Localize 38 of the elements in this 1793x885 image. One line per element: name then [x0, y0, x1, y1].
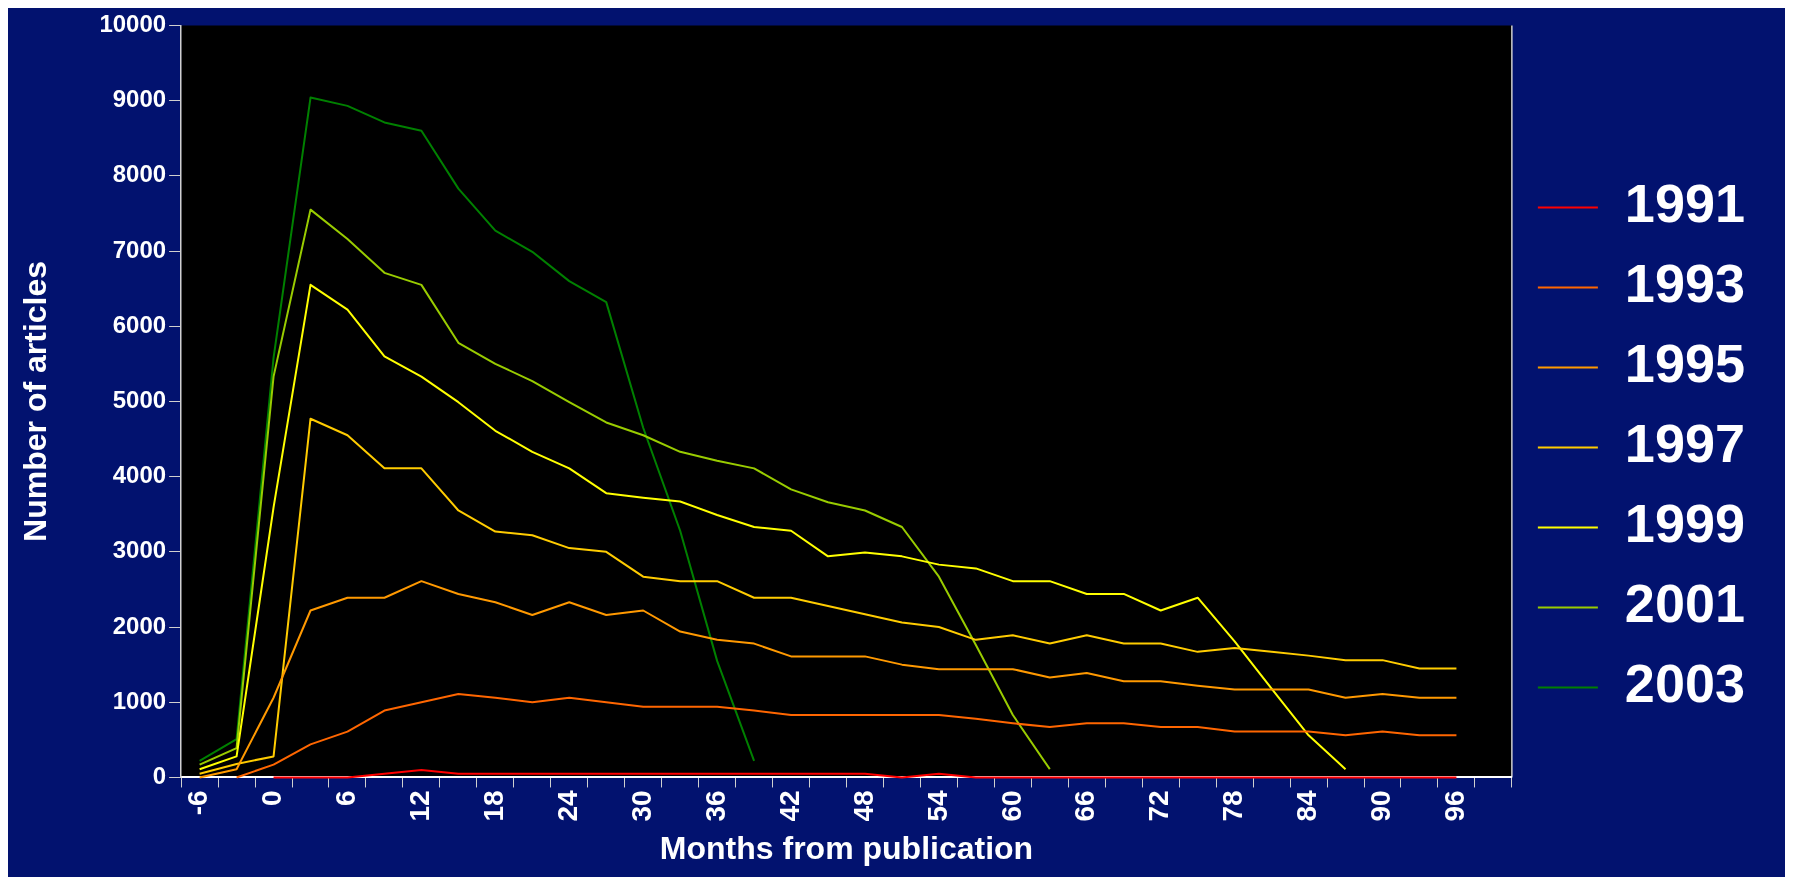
y-tick-label: 9000 — [112, 85, 167, 113]
legend-label: 1991 — [1624, 173, 1746, 234]
x-tick-label: 30 — [625, 790, 657, 822]
y-tick-label: 8000 — [112, 160, 167, 188]
legend-label: 2001 — [1624, 573, 1746, 634]
x-tick-label: 90 — [1365, 790, 1397, 822]
y-tick-label: 2000 — [112, 611, 167, 639]
legend-label: 1997 — [1624, 413, 1746, 474]
legend-label: 2003 — [1624, 653, 1746, 714]
y-tick-label: 5000 — [112, 386, 167, 414]
x-tick-label: 96 — [1439, 790, 1471, 822]
y-tick-label: 1000 — [112, 686, 167, 714]
y-axis-title: Number of articles — [17, 260, 54, 542]
x-tick-label: 60 — [995, 790, 1027, 822]
y-tick-label: 7000 — [112, 235, 167, 263]
x-tick-label: 84 — [1291, 790, 1323, 822]
x-tick-label: 42 — [773, 790, 805, 822]
x-tick-label: 36 — [699, 790, 731, 822]
x-tick-label: 18 — [478, 790, 510, 822]
x-tick-label: 48 — [847, 790, 879, 822]
y-tick-label: 6000 — [112, 310, 167, 338]
x-tick-label: 78 — [1217, 790, 1249, 822]
y-tick-label: 0 — [152, 762, 167, 790]
legend-label: 1999 — [1624, 493, 1746, 554]
legend-label: 1993 — [1624, 253, 1746, 314]
y-tick-label: 4000 — [112, 461, 167, 489]
x-tick-label: 72 — [1143, 790, 1175, 822]
x-tick-label: 0 — [256, 790, 288, 807]
y-tick-label: 3000 — [112, 536, 167, 564]
x-tick-label: 54 — [921, 790, 953, 822]
x-tick-label: 66 — [1069, 790, 1101, 822]
x-tick-label: -6 — [182, 790, 214, 816]
x-tick-label: 6 — [330, 790, 362, 807]
x-axis-title: Months from publication — [659, 829, 1034, 866]
y-tick-label: 10000 — [99, 10, 167, 38]
x-tick-label: 12 — [404, 790, 436, 822]
x-tick-label: 24 — [551, 790, 583, 822]
legend-label: 1995 — [1624, 333, 1746, 394]
